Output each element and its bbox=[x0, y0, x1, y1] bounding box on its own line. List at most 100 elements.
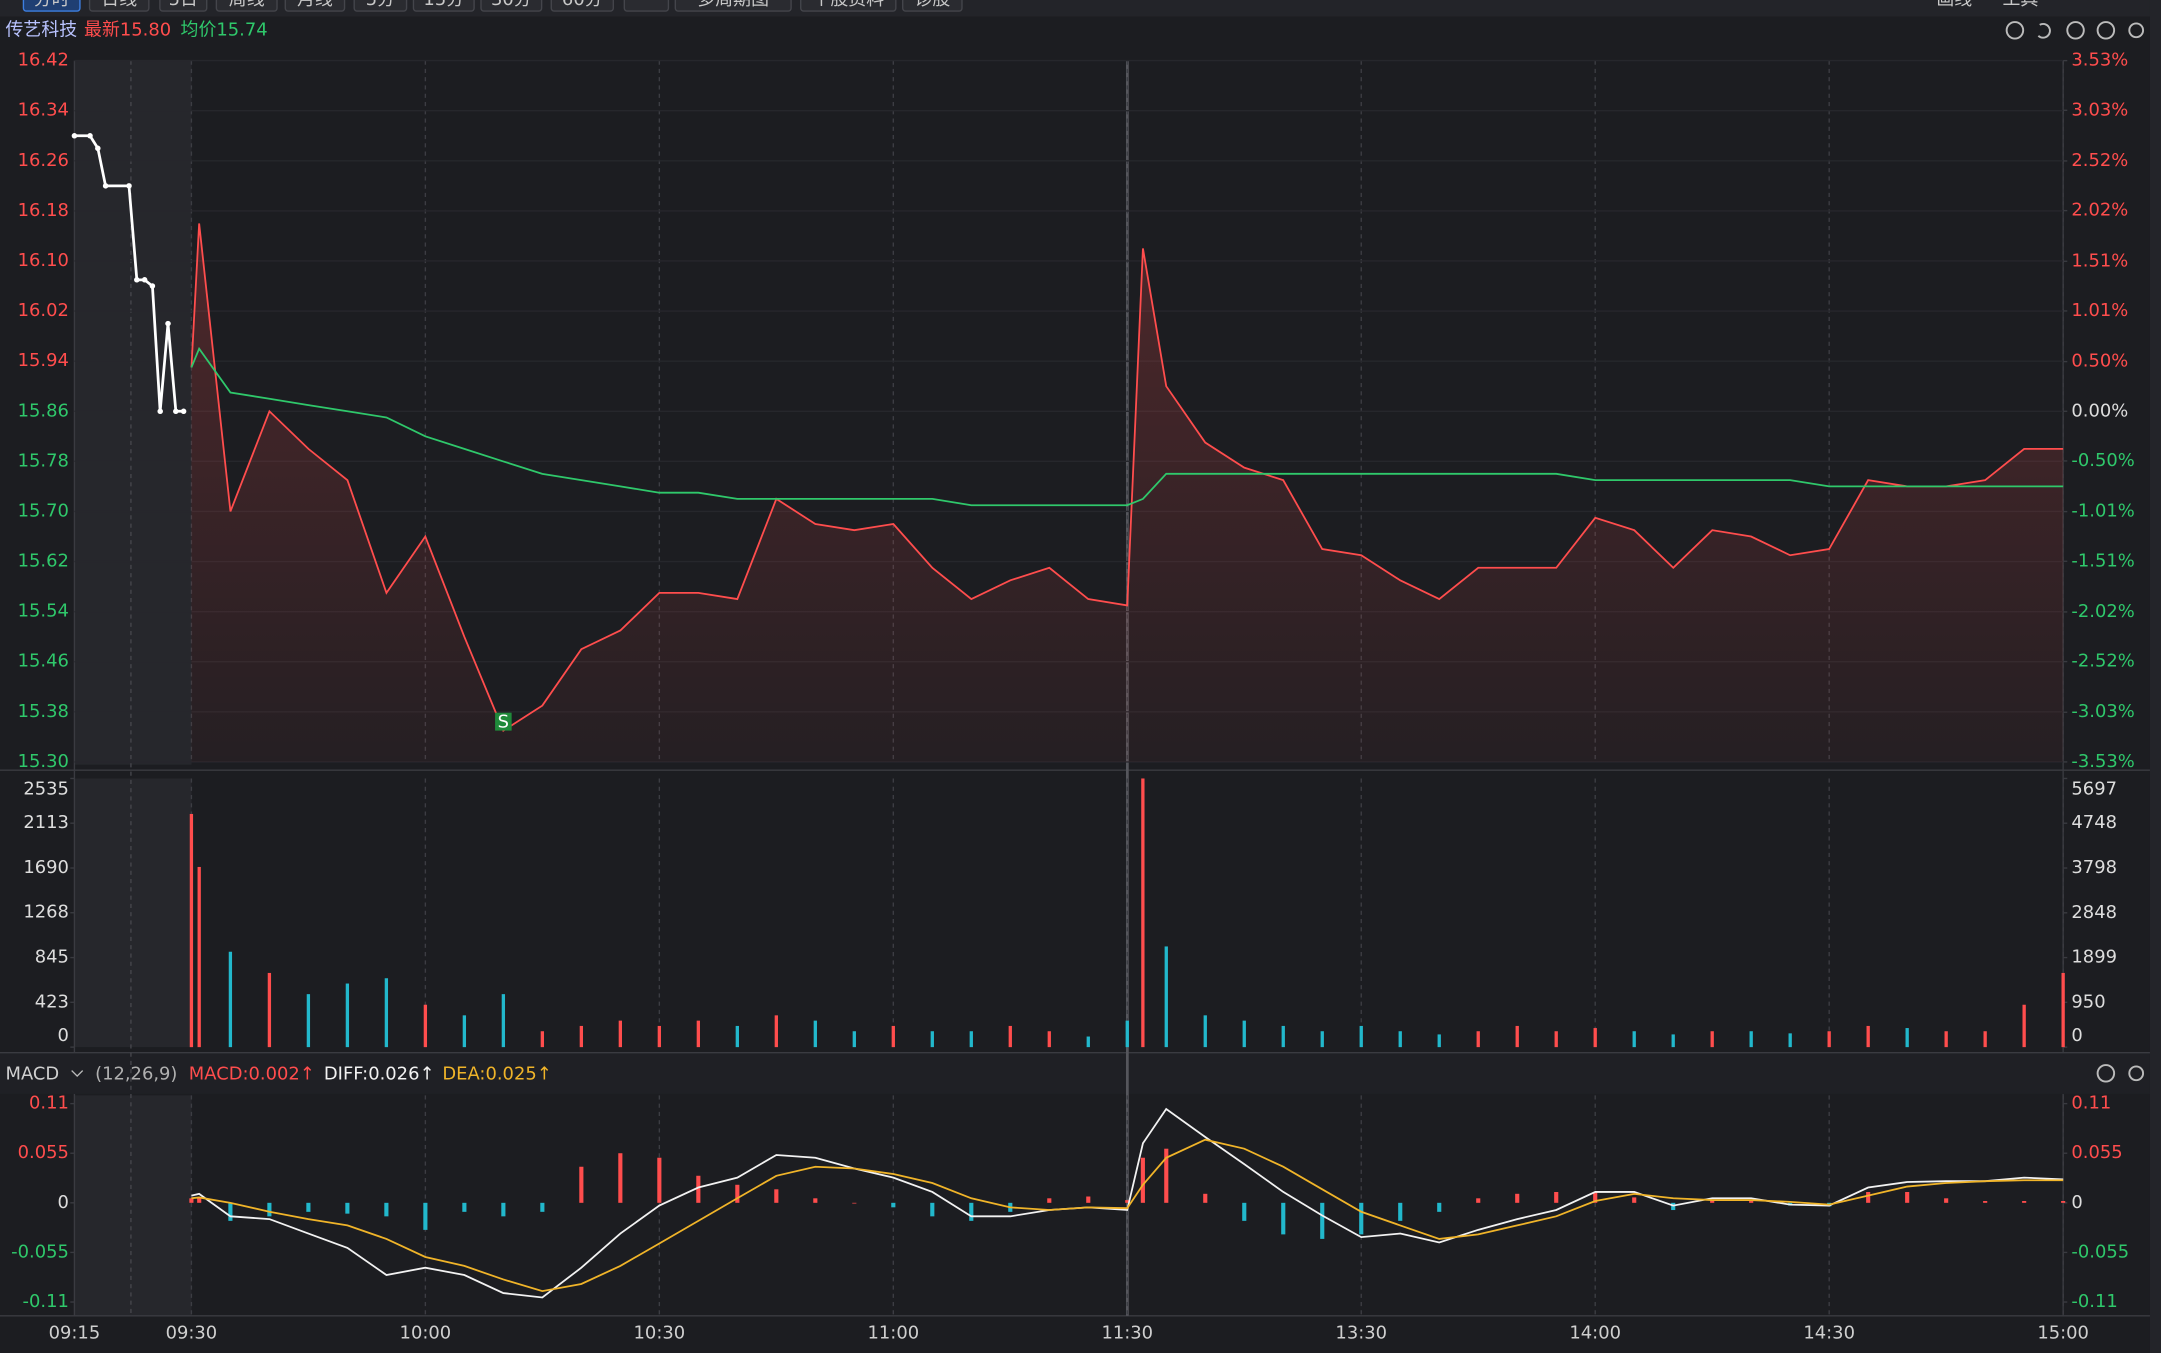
x-tick-label: 15:00 bbox=[2037, 1323, 2089, 1344]
volume-bar bbox=[1515, 1025, 1519, 1048]
volume-bar bbox=[1866, 1025, 1870, 1048]
y2-tick-label: -1.01% bbox=[2071, 501, 2134, 522]
tab-label[interactable]: 个股资料 bbox=[812, 0, 884, 10]
y2-tick-label: -2.52% bbox=[2071, 651, 2134, 672]
macd-bar bbox=[345, 1202, 350, 1214]
tab-button[interactable] bbox=[412, 0, 475, 12]
macd-bar bbox=[462, 1202, 467, 1212]
tab-label[interactable]: 分时 bbox=[34, 0, 70, 10]
tab-label[interactable]: 30分 bbox=[491, 0, 532, 10]
premarket-shade bbox=[74, 1095, 192, 1316]
x-tick-label: 11:30 bbox=[1101, 1323, 1153, 1344]
tab-button[interactable] bbox=[88, 0, 150, 12]
tab-button[interactable] bbox=[22, 0, 81, 12]
tab-label[interactable]: 60分 bbox=[562, 0, 603, 10]
y2-tick-label: -0.055 bbox=[2071, 1241, 2129, 1262]
indicator-params: (12,26,9) bbox=[95, 1064, 177, 1085]
tab-label[interactable]: 日线 bbox=[101, 0, 137, 10]
icon-button[interactable] bbox=[2096, 1064, 2116, 1083]
tab-label[interactable]: 周线 bbox=[229, 0, 265, 10]
x-tick-label: 14:00 bbox=[1569, 1323, 1621, 1344]
price-area bbox=[191, 223, 2064, 762]
volume-bar bbox=[1242, 1020, 1246, 1048]
macd-bar bbox=[2022, 1201, 2027, 1203]
macd-bar bbox=[657, 1157, 662, 1203]
y-tick-label: 15.46 bbox=[18, 651, 69, 672]
icon-button[interactable] bbox=[2005, 21, 2025, 40]
y2-tick-label: 3.03% bbox=[2071, 99, 2128, 120]
volume-bar bbox=[501, 994, 506, 1048]
x-tick-label: 13:30 bbox=[1335, 1323, 1387, 1344]
y-tick-label: 16.10 bbox=[18, 250, 69, 271]
icon-button[interactable] bbox=[2037, 23, 2051, 39]
icon-button[interactable] bbox=[2066, 21, 2085, 40]
tab-button[interactable] bbox=[674, 0, 792, 12]
auction-point bbox=[87, 133, 93, 139]
tab-label[interactable]: 诊股 bbox=[914, 0, 950, 10]
icon-button[interactable] bbox=[2096, 21, 2116, 40]
stock-name: 传艺科技 bbox=[6, 19, 78, 40]
price-line bbox=[190, 346, 2064, 507]
volume-bar bbox=[1710, 1031, 1714, 1048]
tab-button[interactable] bbox=[284, 0, 346, 12]
macd-bar bbox=[1242, 1202, 1247, 1221]
y2-tick-label: 950 bbox=[2071, 991, 2105, 1012]
macd-bar bbox=[1140, 1157, 1145, 1203]
tool-label[interactable]: 工具 bbox=[2003, 0, 2039, 10]
macd-bar bbox=[1125, 1200, 1130, 1203]
tab-label[interactable]: ··· bbox=[638, 0, 655, 10]
tab-label[interactable]: 5日 bbox=[169, 0, 198, 10]
icon-button[interactable] bbox=[2128, 22, 2145, 39]
dropdown-chevron[interactable] bbox=[71, 1070, 84, 1078]
volume-bar bbox=[384, 978, 389, 1048]
volume-bar bbox=[930, 1031, 934, 1048]
volume-bar bbox=[1320, 1031, 1324, 1048]
volume-bar bbox=[1047, 1031, 1051, 1048]
macd-bar bbox=[1749, 1201, 1754, 1203]
macd-bar bbox=[813, 1198, 818, 1203]
macd-bar bbox=[852, 1202, 857, 1204]
tab-button[interactable] bbox=[480, 0, 543, 12]
y-tick-label: 16.18 bbox=[18, 200, 69, 221]
tab-button[interactable] bbox=[550, 0, 614, 12]
y2-tick-label: 3.53% bbox=[2071, 50, 2128, 71]
tab-button[interactable] bbox=[215, 0, 278, 12]
auction-point bbox=[71, 133, 78, 139]
tab-button[interactable] bbox=[800, 0, 897, 12]
macd-bar bbox=[540, 1202, 545, 1212]
tab-label[interactable]: 多周期图 bbox=[697, 0, 769, 10]
tab-label[interactable]: 5分 bbox=[366, 0, 395, 10]
auction-point bbox=[126, 183, 132, 189]
tab-button[interactable] bbox=[159, 0, 208, 12]
tab-button[interactable] bbox=[353, 0, 408, 12]
y-tick-label: 2113 bbox=[23, 812, 69, 833]
legend-label: MACD:0.002↑ bbox=[189, 1064, 315, 1085]
y2-tick-label: 1.51% bbox=[2071, 250, 2128, 271]
y-tick-label: 1268 bbox=[23, 902, 69, 923]
auction-point bbox=[173, 408, 179, 415]
pane-tools[interactable] bbox=[2005, 21, 2145, 1083]
auction-point bbox=[134, 277, 140, 283]
macd-bar bbox=[618, 1153, 623, 1203]
indicator-name[interactable]: MACD bbox=[6, 1064, 60, 1085]
y-tick-label: 15.78 bbox=[18, 450, 69, 471]
tab-button[interactable] bbox=[623, 0, 670, 12]
y2-tick-label: -3.53% bbox=[2071, 751, 2134, 772]
icon-button[interactable] bbox=[2128, 1065, 2145, 1082]
volume-bar bbox=[1398, 1031, 1402, 1048]
tab-label[interactable]: 月线 bbox=[297, 0, 333, 10]
tab-label[interactable]: 15分 bbox=[423, 0, 464, 10]
macd-bar bbox=[267, 1202, 272, 1217]
volume-bar bbox=[774, 1015, 778, 1048]
volume-bar bbox=[618, 1020, 623, 1048]
macd-bar bbox=[930, 1202, 935, 1217]
y2-tick-label: -3.03% bbox=[2071, 701, 2134, 722]
macd-bar bbox=[1710, 1200, 1715, 1203]
y2-tick-label: 0 bbox=[2071, 1025, 2082, 1046]
tab-button[interactable] bbox=[902, 0, 963, 12]
auction-point bbox=[102, 183, 109, 189]
tool-label[interactable]: 画线 bbox=[1936, 0, 1972, 10]
macd-bar bbox=[197, 1197, 202, 1203]
